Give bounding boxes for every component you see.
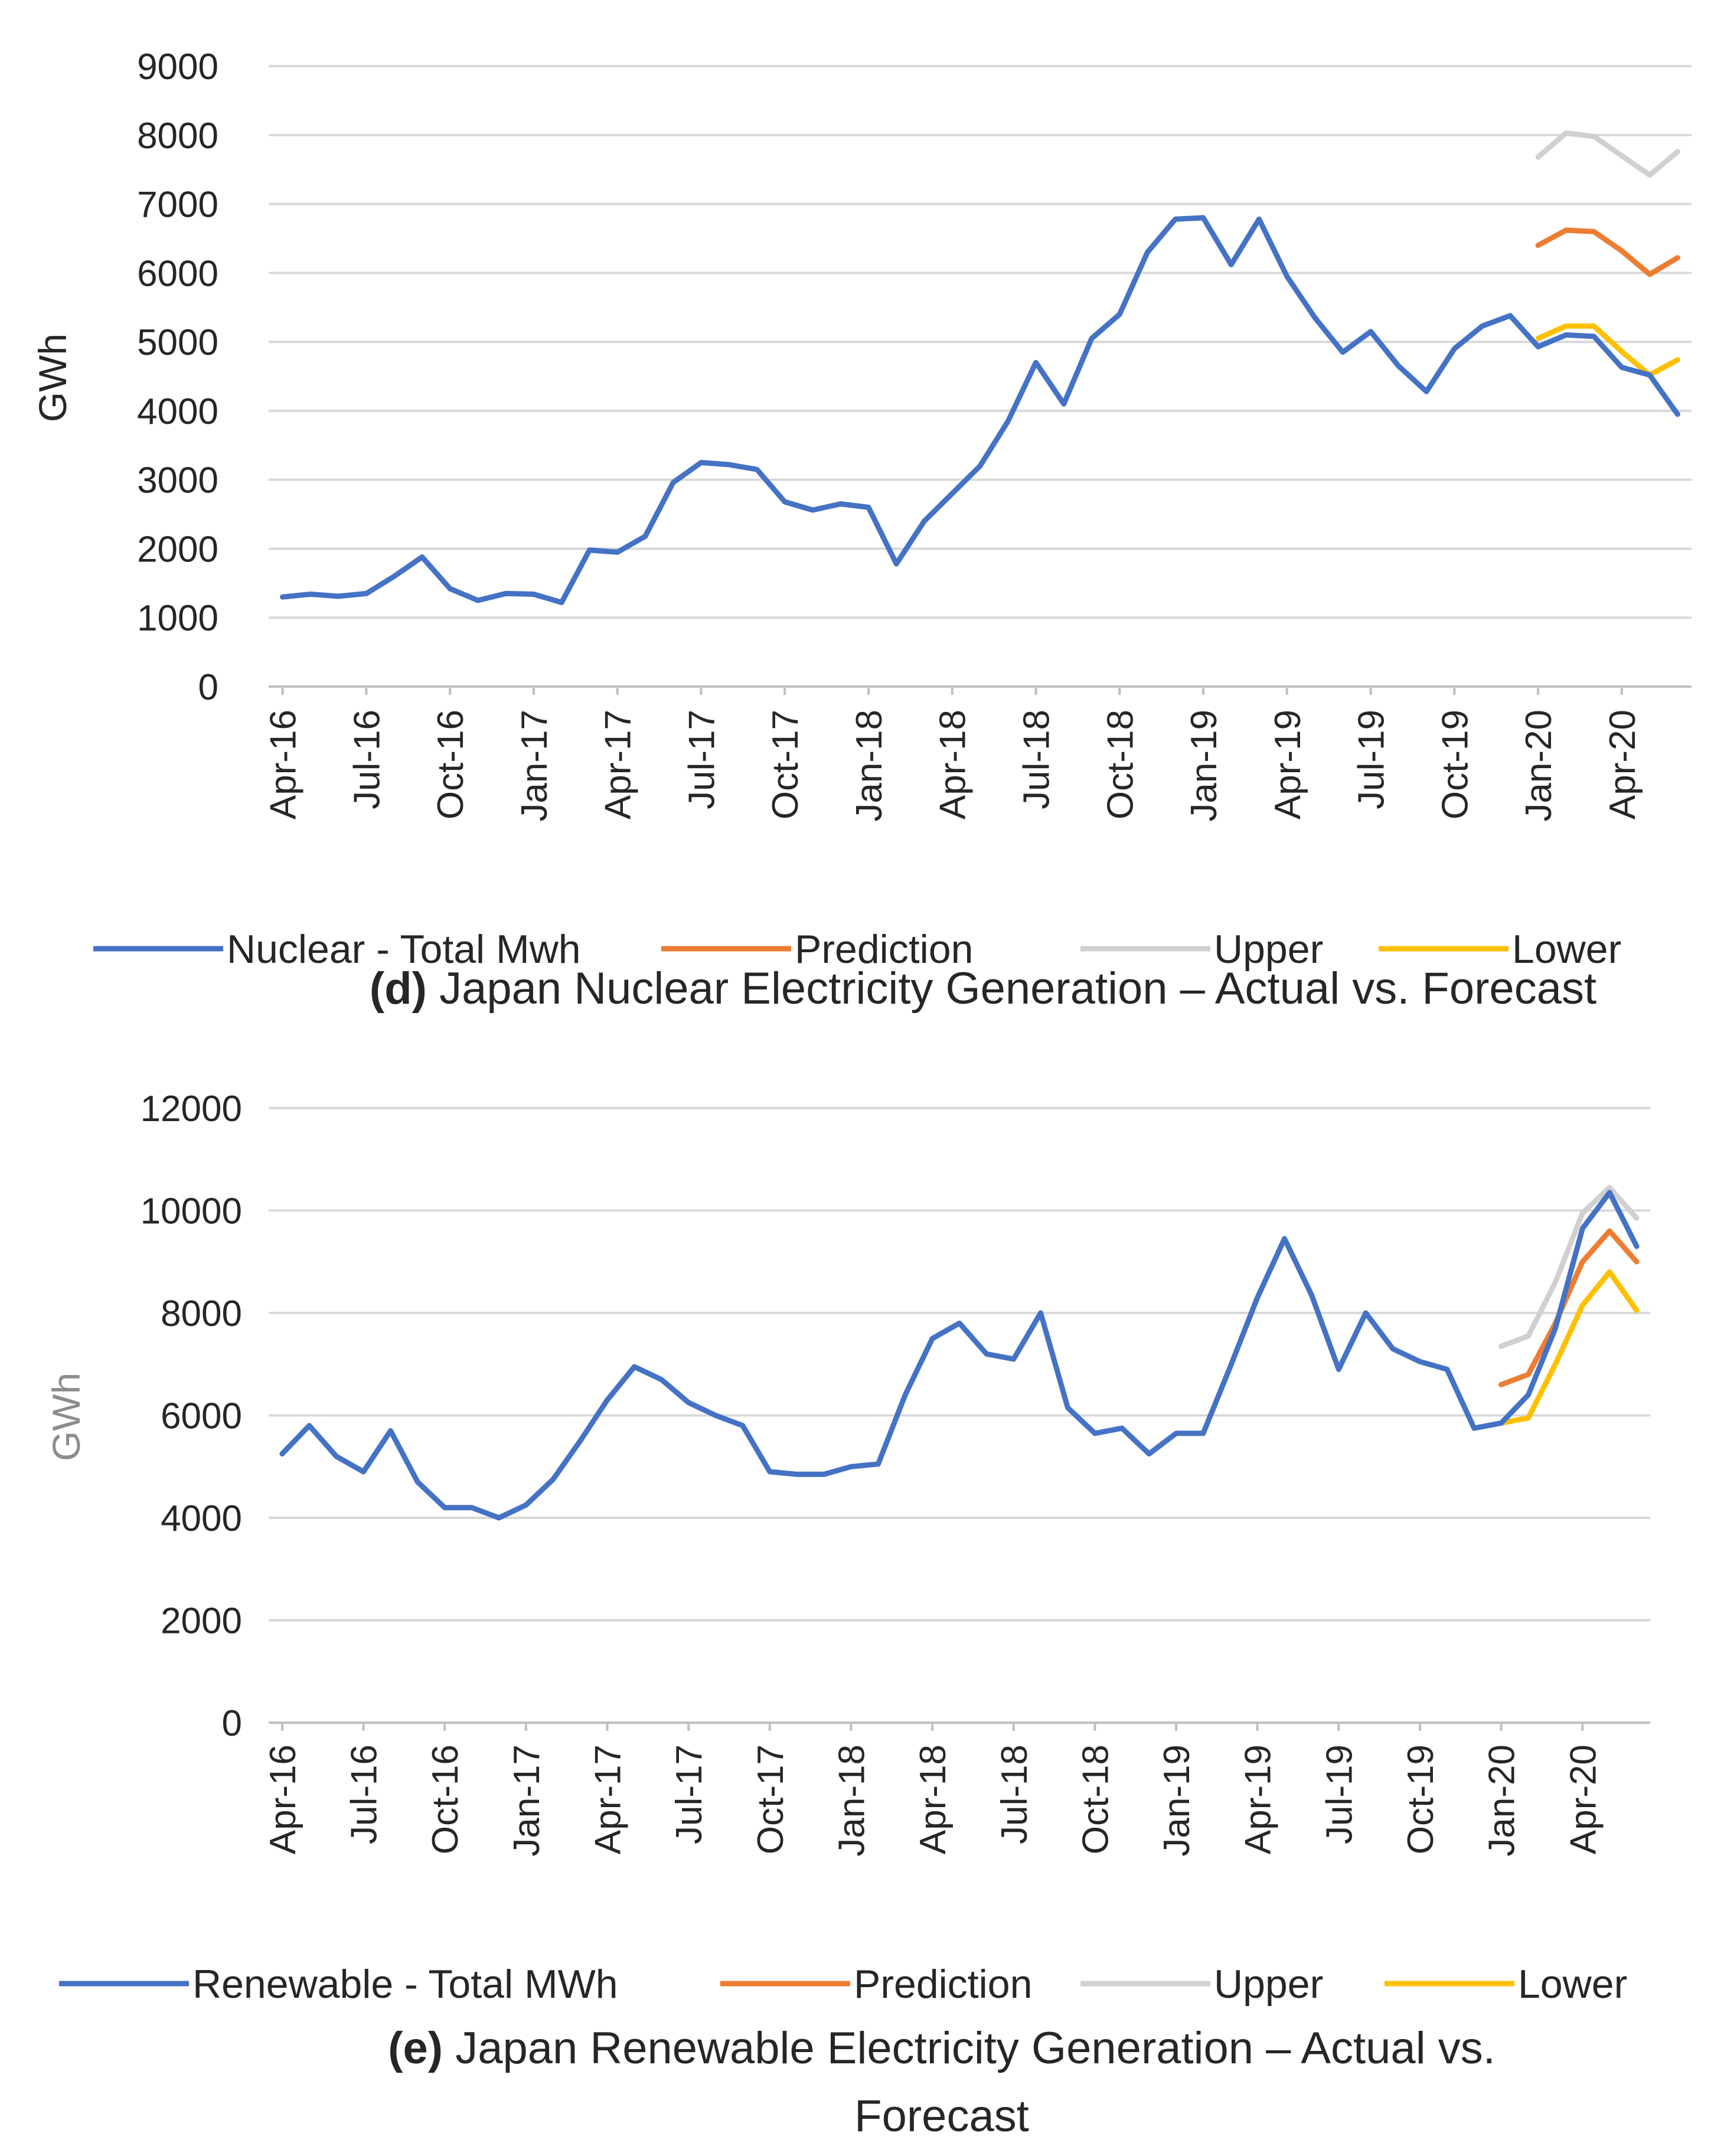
x-tick-label: Jul-19 xyxy=(1319,1745,1360,1844)
x-tick-label: Jan-18 xyxy=(831,1745,872,1857)
x-tick-label: Jul-16 xyxy=(347,710,387,809)
y-axis-label: GWh xyxy=(44,1373,88,1461)
chart-caption-continued: Forecast xyxy=(854,2091,1029,2141)
y-tick-label: 5000 xyxy=(137,322,218,363)
y-tick-label: 4000 xyxy=(161,1498,242,1539)
x-tick-label: Oct-17 xyxy=(765,710,806,819)
panel-label: (e) xyxy=(388,2023,443,2073)
x-tick-label: Apr-20 xyxy=(1602,710,1643,819)
panel-label: (d) xyxy=(370,963,427,1014)
x-tick-label: Jan-18 xyxy=(849,710,890,822)
x-tick-label: Jan-19 xyxy=(1157,1745,1197,1857)
y-tick-label: 2000 xyxy=(137,529,218,570)
series-line-prediction xyxy=(1535,227,1680,277)
x-tick-label: Apr-19 xyxy=(1268,710,1308,819)
legend-label: Lower xyxy=(1518,1962,1627,2007)
legend-label: Upper xyxy=(1214,1962,1323,2007)
chart-renewable: 0 2000 4000 6000 8000 10000 12000 GWh Apr-16 Jul-… xyxy=(44,1089,1650,2141)
x-tick-label: Jul-18 xyxy=(994,1745,1035,1844)
legend: Nuclear - Total Mwh Prediction Upper Lower xyxy=(93,927,1621,972)
y-tick-label: 12000 xyxy=(141,1089,242,1129)
y-tick-label: 10000 xyxy=(141,1191,242,1232)
y-tick-label: 1000 xyxy=(137,598,218,639)
x-tick-label: Apr-18 xyxy=(913,1745,954,1854)
x-tick-label: Jan-20 xyxy=(1482,1745,1523,1857)
x-tick-label: Jul-17 xyxy=(681,710,722,809)
chart-nuclear: 0 1000 2000 3000 4000 5000 6000 7000 8000 9000 GWh… xyxy=(31,47,1692,1014)
x-tick-label: Oct-18 xyxy=(1100,710,1141,819)
x-tick-label: Oct-17 xyxy=(750,1745,791,1854)
x-tick-label: Jul-18 xyxy=(1017,710,1057,809)
legend-label: Renewable - Total MWh xyxy=(192,1962,618,2007)
x-tick-label: Jan-19 xyxy=(1184,710,1225,822)
series-line-lower xyxy=(1535,323,1680,378)
legend-label: Prediction xyxy=(795,927,973,972)
y-tick-label: 6000 xyxy=(137,253,218,294)
chart-caption: (e) Japan Renewable Electricity Generati… xyxy=(388,2023,1496,2073)
x-tick-label: Oct-19 xyxy=(1435,710,1475,819)
y-tick-label: 8000 xyxy=(161,1293,242,1334)
y-tick-label: 0 xyxy=(198,667,218,708)
y-tick-label: 9000 xyxy=(137,47,218,87)
caption-title: Japan Nuclear Electricity Generation – A… xyxy=(427,963,1596,1014)
legend: Renewable - Total MWh Prediction Upper Lowe… xyxy=(59,1962,1627,2007)
x-tick-label: Apr-18 xyxy=(933,710,974,819)
x-tick-label: Jan-20 xyxy=(1519,710,1559,822)
x-tick-label: Apr-16 xyxy=(263,710,304,819)
y-tick-label: 0 xyxy=(222,1703,242,1744)
y-tick-label: 8000 xyxy=(137,116,218,156)
series-line-nuclear-total-mwh xyxy=(280,215,1680,605)
y-tick-label: 6000 xyxy=(161,1396,242,1437)
x-tick-label: Apr-17 xyxy=(598,710,639,819)
chart-caption: (d) Japan Nuclear Electricity Generation… xyxy=(370,963,1596,1014)
x-tick-label: Jul-16 xyxy=(344,1745,385,1844)
x-tick-label: Apr-20 xyxy=(1563,1745,1604,1854)
caption-title: Forecast xyxy=(854,2091,1029,2141)
x-tick-label: Oct-19 xyxy=(1400,1745,1441,1854)
y-tick-label: 2000 xyxy=(161,1601,242,1642)
legend-label: Upper xyxy=(1214,927,1323,972)
series-line-lower xyxy=(1498,1269,1640,1426)
caption-title: Japan Renewable Electricity Generation –… xyxy=(443,2023,1496,2073)
series-line-upper xyxy=(1498,1185,1640,1349)
series-line-prediction xyxy=(1498,1228,1640,1387)
x-tick-label: Apr-16 xyxy=(263,1745,303,1854)
x-tick-label: Oct-16 xyxy=(425,1745,466,1854)
legend-label: Nuclear - Total Mwh xyxy=(227,927,581,972)
y-axis-label: GWh xyxy=(31,334,74,422)
y-tick-label: 4000 xyxy=(137,391,218,432)
y-tick-label: 7000 xyxy=(137,185,218,226)
x-tick-label: Jul-19 xyxy=(1351,710,1392,809)
x-tick-label: Jul-17 xyxy=(669,1745,710,1844)
x-tick-label: Jan-17 xyxy=(507,1745,547,1857)
x-tick-label: Apr-19 xyxy=(1238,1745,1279,1854)
x-tick-label: Jan-17 xyxy=(514,710,555,822)
series-line-upper xyxy=(1535,130,1680,178)
x-tick-label: Oct-16 xyxy=(430,710,471,819)
series-line-renewable-total-mwh xyxy=(279,1190,1640,1521)
legend-label: Prediction xyxy=(854,1962,1032,2007)
y-tick-label: 3000 xyxy=(137,460,218,501)
legend-label: Lower xyxy=(1512,927,1621,972)
x-tick-label: Oct-18 xyxy=(1075,1745,1116,1854)
x-tick-label: Apr-17 xyxy=(588,1745,629,1854)
